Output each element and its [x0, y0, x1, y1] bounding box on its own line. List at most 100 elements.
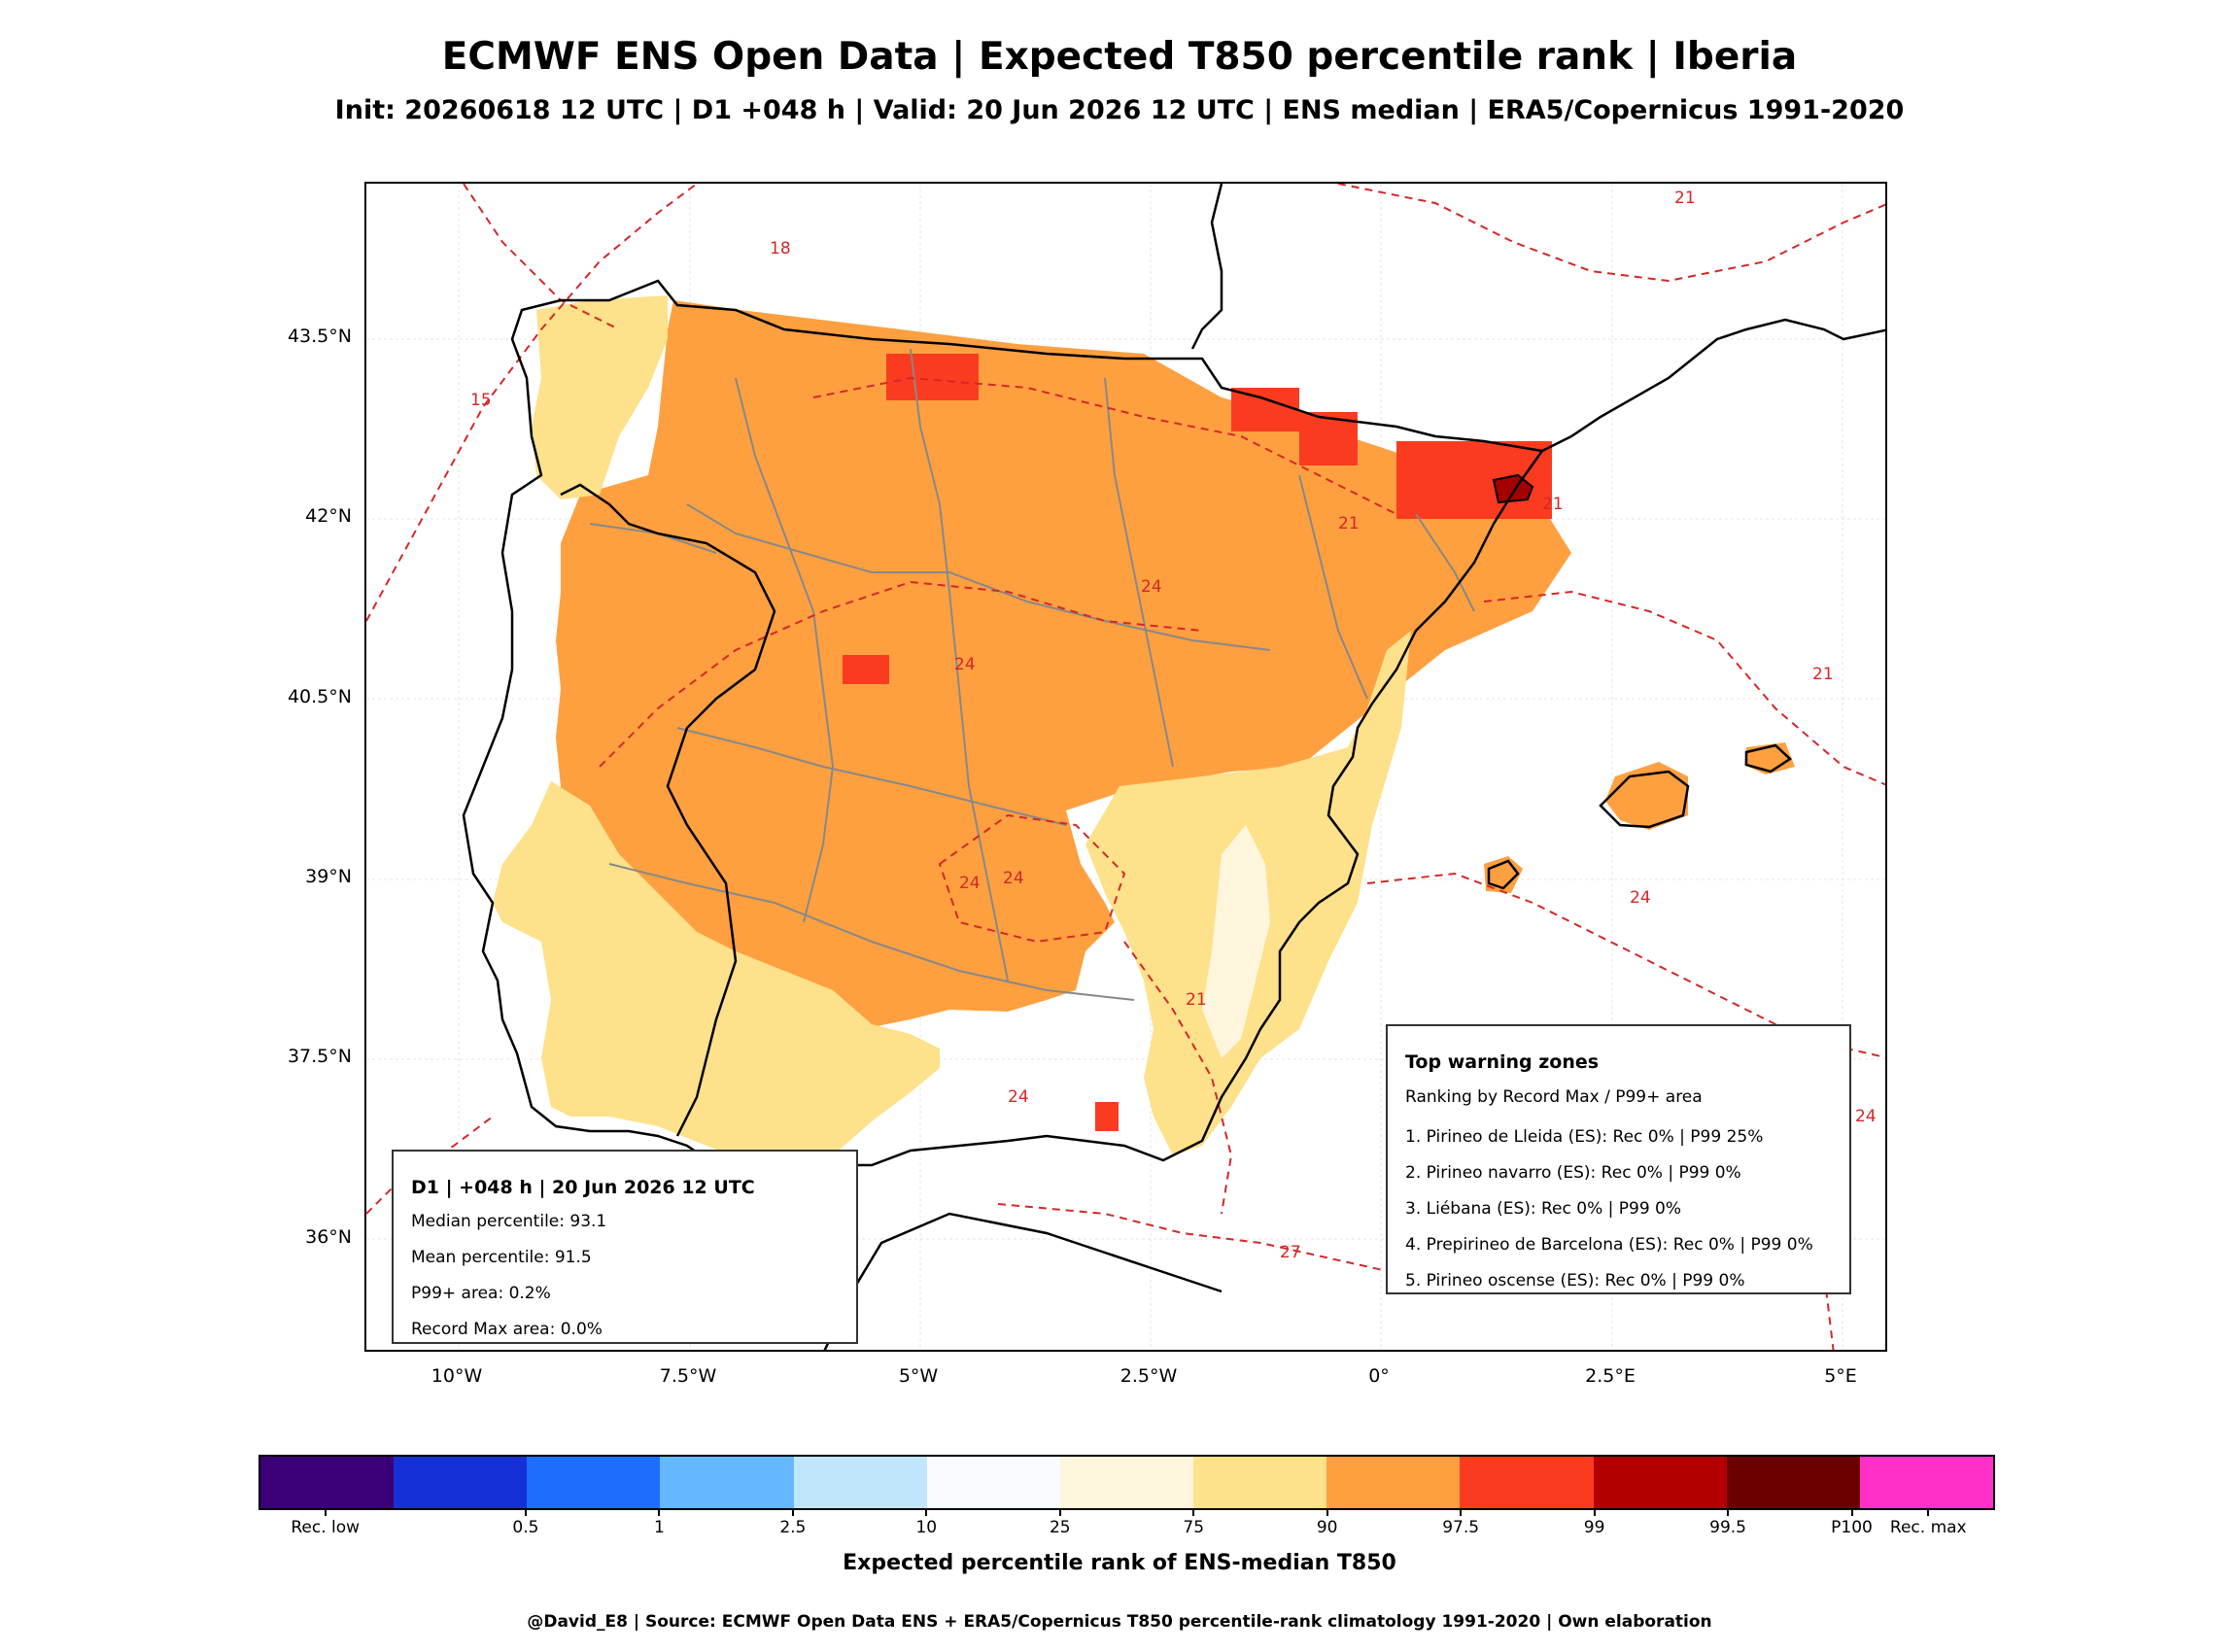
lon-tick-label: 5°E — [1824, 1365, 1857, 1387]
colorbar-tick — [324, 1508, 327, 1516]
chart-subtitle: Init: 20260618 12 UTC | D1 +048 h | Vali… — [334, 95, 1905, 125]
warning-subtitle: Ranking by Record Max / P99+ area — [1405, 1087, 1703, 1107]
lat-tick-label: 39°N — [305, 866, 352, 887]
lon-tick-label: 0° — [1368, 1365, 1390, 1387]
warning-zone-item: 1. Pirineo de Lleida (ES): Rec 0% | P99 … — [1405, 1127, 1764, 1147]
colorbar-tick-label: 10 — [915, 1518, 938, 1537]
contour-label: 24 — [954, 655, 976, 674]
field-pale — [1202, 825, 1270, 1058]
colorbar-segment — [1593, 1457, 1727, 1508]
colorbar-tick — [658, 1508, 661, 1516]
contour-label: 24 — [1855, 1107, 1877, 1126]
colorbar-segment — [527, 1457, 661, 1508]
contour-label: 27 — [1280, 1243, 1301, 1262]
warning-zone-item: 3. Liébana (ES): Rec 0% | P99 0% — [1405, 1199, 1682, 1219]
coast-mallorca — [1599, 770, 1690, 829]
contour-label: 21 — [1542, 495, 1564, 514]
contour-label: 21 — [1812, 665, 1834, 684]
colorbar-tick — [1727, 1508, 1730, 1516]
coast-france — [1190, 184, 1223, 350]
colorbar-tick — [925, 1508, 928, 1516]
border-portugal — [560, 483, 776, 1137]
lon-tick-label: 7.5°W — [659, 1365, 717, 1387]
contour-label: 24 — [1141, 577, 1162, 597]
lon-tick-label: 2.5°W — [1120, 1365, 1178, 1387]
coast-gulf-lion — [1541, 318, 1885, 453]
colorbar-tick-label: Rec. max — [1889, 1518, 1967, 1537]
contour-label: 24 — [1008, 1087, 1029, 1107]
footer-credit: @David_E8 | Source: ECMWF Open Data ENS … — [527, 1612, 1712, 1632]
lon-tick-label: 2.5°E — [1585, 1365, 1636, 1387]
warning-title: Top warning zones — [1405, 1051, 1600, 1073]
lat-tick-label: 36°N — [305, 1226, 352, 1248]
stats-title: D1 | +048 h | 20 Jun 2026 12 UTC — [411, 1177, 755, 1198]
colorbar-segment — [1193, 1457, 1327, 1508]
field-orange — [551, 300, 1571, 1029]
colorbar-tick-label: 25 — [1049, 1518, 1071, 1537]
colorbar-segment — [1859, 1457, 1994, 1508]
colorbar-segment — [394, 1457, 528, 1508]
colorbar-tick-label: 75 — [1183, 1518, 1205, 1537]
colorbar-tick-label: 99 — [1583, 1518, 1605, 1537]
contour-label: 24 — [1630, 888, 1651, 908]
lat-tick-label: 42°N — [305, 505, 352, 527]
colorbar-tick — [1058, 1508, 1061, 1516]
coast-ibiza — [1487, 859, 1520, 890]
hotspot-central — [843, 655, 889, 684]
colorbar-tick — [791, 1508, 794, 1516]
colorbar-tick-label: Rec. low — [291, 1518, 361, 1537]
chart-title: ECMWF ENS Open Data | Expected T850 perc… — [441, 35, 1798, 79]
colorbar — [258, 1455, 1995, 1510]
colorbar-segment — [1726, 1457, 1860, 1508]
colorbar-tick — [1192, 1508, 1195, 1516]
field-yellow-sw — [493, 781, 940, 1175]
contour-label: 21 — [1674, 189, 1696, 208]
warning-zones-box: Top warning zones Ranking by Record Max … — [1386, 1024, 1851, 1294]
lat-tick-label: 40.5°N — [287, 686, 352, 707]
stats-median: Median percentile: 93.1 — [411, 1212, 607, 1231]
field-mallorca — [1605, 762, 1688, 830]
hotspot-murcia — [1095, 1102, 1119, 1131]
hotspot-pyrenees-lleida — [1396, 441, 1552, 519]
colorbar-tick — [1460, 1508, 1463, 1516]
colorbar-tick-label: 99.5 — [1709, 1518, 1746, 1537]
colorbar-tick-label: 1 — [653, 1518, 665, 1537]
colorbar-tick — [1326, 1508, 1328, 1516]
contour-label: 24 — [1003, 869, 1024, 888]
colorbar-tick-label: P100 — [1831, 1518, 1873, 1537]
lat-tick-label: 37.5°N — [287, 1046, 352, 1067]
hotspot-pyrenees-west — [1231, 388, 1299, 431]
admin-boundaries — [589, 348, 1475, 1001]
colorbar-tick — [1850, 1508, 1853, 1516]
colorbar-segment — [1059, 1457, 1194, 1508]
contour-label: 24 — [959, 874, 981, 893]
contour-label: 21 — [1338, 514, 1360, 533]
field-yellow-nw — [532, 295, 668, 499]
t850-contours — [366, 184, 1885, 1350]
contour-labels: 15 18 21 21 21 21 24 24 24 24 24 24 21 2… — [470, 189, 1877, 1262]
stats-p99-area: P99+ area: 0.2% — [411, 1284, 551, 1303]
colorbar-tick-label: 2.5 — [779, 1518, 807, 1537]
colorbar-segment — [260, 1457, 395, 1508]
lat-tick-label: 43.5°N — [287, 326, 352, 347]
colorbar-segment — [1460, 1457, 1594, 1508]
warning-zone-item: 2. Pirineo navarro (ES): Rec 0% | P99 0% — [1405, 1163, 1741, 1183]
colorbar-label: Expected percentile rank of ENS-median T… — [843, 1551, 1396, 1575]
coast-menorca — [1744, 743, 1793, 774]
stats-record-area: Record Max area: 0.0% — [411, 1320, 603, 1339]
colorbar-tick-label: 97.5 — [1442, 1518, 1480, 1537]
colorbar-segment — [660, 1457, 794, 1508]
colorbar-tick — [524, 1508, 527, 1516]
colorbar-tick-label: 90 — [1316, 1518, 1338, 1537]
contour-label: 15 — [470, 391, 492, 410]
warning-zone-item: 5. Pirineo oscense (ES): Rec 0% | P99 0% — [1405, 1271, 1745, 1291]
coast-iberia — [462, 279, 1545, 1256]
warning-zone-item: 4. Prepirineo de Barcelona (ES): Rec 0% … — [1405, 1235, 1813, 1255]
stats-box: D1 | +048 h | 20 Jun 2026 12 UTC Median … — [392, 1150, 858, 1344]
contour-label: 18 — [770, 239, 791, 258]
lon-tick-label: 10°W — [431, 1365, 483, 1387]
map-svg: 15 18 21 21 21 21 24 24 24 24 24 24 21 2… — [366, 184, 1885, 1350]
colorbar-segment — [1326, 1457, 1461, 1508]
hotspot-dark — [1492, 473, 1534, 504]
contour-label: 21 — [1186, 990, 1207, 1010]
